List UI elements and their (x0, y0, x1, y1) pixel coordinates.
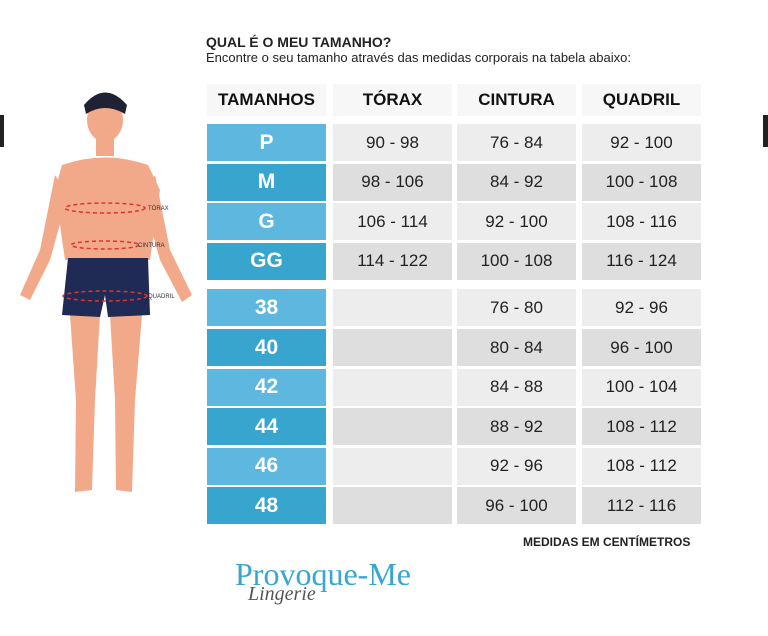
measure-cell: 114 - 122 (333, 242, 452, 280)
measure-cell (333, 329, 452, 366)
column-header: CINTURA (457, 84, 576, 116)
measure-cell: 76 - 80 (457, 289, 576, 327)
title: QUAL É O MEU TAMANHO? (206, 34, 392, 50)
measure-cell: 98 - 106 (333, 163, 452, 201)
measure-cell: 92 - 96 (582, 289, 701, 327)
brand-tagline: Lingerie (248, 583, 316, 605)
body-figure: TÓRAX CINTURA QUADRIL (20, 92, 192, 492)
size-cell: 38 (207, 289, 326, 327)
measure-cell: 108 - 112 (582, 408, 701, 446)
measure-cell: 100 - 108 (457, 242, 576, 280)
measure-cell: 116 - 124 (582, 242, 701, 280)
column-header: TÓRAX (333, 84, 452, 116)
measure-label: TÓRAX (148, 205, 169, 212)
measure-cell: 88 - 92 (457, 408, 576, 446)
size-cell: 40 (207, 329, 326, 366)
measure-cell: 100 - 104 (582, 368, 701, 406)
column-header: QUADRIL (582, 84, 701, 116)
measure-cell: 108 - 116 (582, 203, 701, 241)
measure-cell (333, 447, 452, 485)
measure-cell: 76 - 84 (457, 124, 576, 161)
brand-name: Provoque-Me (235, 556, 411, 592)
edge-bar (763, 115, 768, 147)
measure-cell: 100 - 108 (582, 163, 701, 201)
measure-cell: 84 - 92 (457, 163, 576, 201)
measure-cell: 84 - 88 (457, 368, 576, 406)
measure-label: CINTURA (138, 243, 165, 249)
measure-cell: 96 - 100 (457, 487, 576, 525)
measure-cell (333, 408, 452, 446)
measure-cell: 112 - 116 (582, 487, 701, 525)
size-cell: 48 (207, 487, 326, 525)
measure-cell: 92 - 100 (457, 203, 576, 241)
measure-cell (333, 289, 452, 327)
measure-cell: 92 - 96 (457, 447, 576, 485)
size-cell: G (207, 203, 326, 241)
measure-cell: 90 - 98 (333, 124, 452, 161)
size-cell: GG (207, 242, 326, 280)
measure-cell: 108 - 112 (582, 447, 701, 485)
measure-cell (333, 368, 452, 406)
edge-bar (0, 115, 4, 147)
size-cell: 42 (207, 368, 326, 406)
column-header: TAMANHOS (207, 84, 326, 116)
size-cell: 44 (207, 408, 326, 446)
measure-cell: 96 - 100 (582, 329, 701, 366)
measure-cell: 80 - 84 (457, 329, 576, 366)
subtitle: Encontre o seu tamanho através das medid… (206, 50, 631, 65)
measure-cell: 92 - 100 (582, 124, 701, 161)
size-cell: P (207, 124, 326, 161)
size-cell: M (207, 163, 326, 201)
size-cell: 46 (207, 447, 326, 485)
measure-cell (333, 487, 452, 525)
measure-label: QUADRIL (148, 294, 175, 300)
footer-note: MEDIDAS EM CENTÍMETROS (523, 535, 691, 549)
measure-cell: 106 - 114 (333, 203, 452, 241)
